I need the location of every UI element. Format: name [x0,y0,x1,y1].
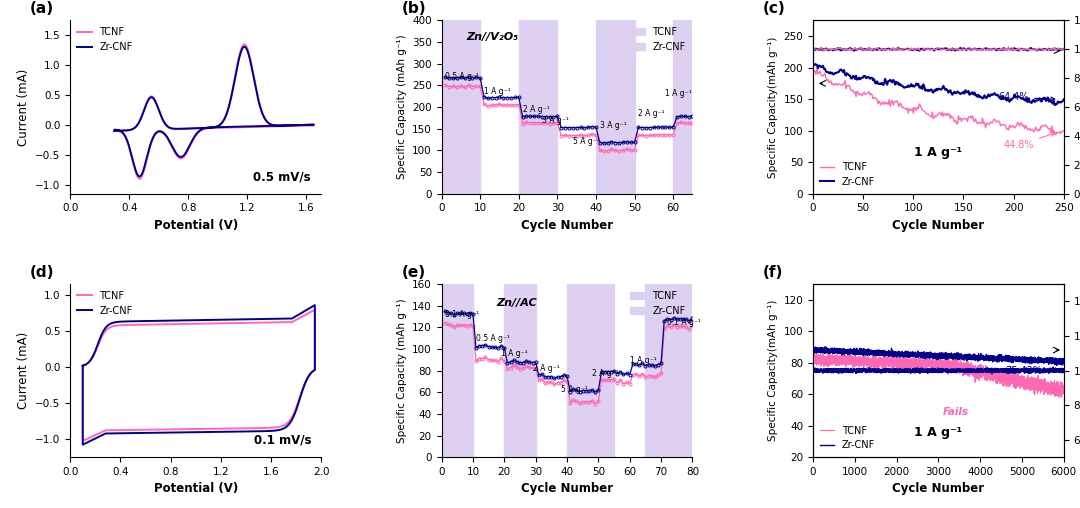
Legend: TCNF, Zr-CNF: TCNF, Zr-CNF [629,25,688,54]
Text: 44.8%: 44.8% [1003,133,1055,150]
Text: 3 A g⁻¹: 3 A g⁻¹ [599,120,626,130]
Text: (e): (e) [402,265,426,280]
Text: 0.1 A g⁻¹: 0.1 A g⁻¹ [445,309,478,319]
Text: 2 A g⁻¹: 2 A g⁻¹ [523,105,550,113]
Text: (b): (b) [402,2,426,16]
Y-axis label: Specific Capacity(mAh g⁻¹): Specific Capacity(mAh g⁻¹) [768,36,778,178]
Text: 75.42%: 75.42% [1005,361,1052,376]
Legend: TCNF, Zr-CNF: TCNF, Zr-CNF [629,289,688,318]
Text: 2 A g⁻¹: 2 A g⁻¹ [532,364,559,373]
Legend: TCNF, Zr-CNF: TCNF, Zr-CNF [76,289,135,318]
Y-axis label: Current (mA): Current (mA) [16,332,29,409]
Bar [646,284,692,457]
Text: 1 A g⁻¹: 1 A g⁻¹ [915,426,962,439]
Bar [673,20,692,194]
Bar [442,20,481,194]
Text: (f): (f) [762,265,783,280]
Text: 64.4%: 64.4% [999,92,1055,103]
Y-axis label: Specific Capacity (mAh g⁻¹): Specific Capacity (mAh g⁻¹) [396,298,406,443]
Text: 0.5 mV/s: 0.5 mV/s [254,170,311,183]
Text: Zn//V₂O₅: Zn//V₂O₅ [467,33,518,43]
Text: 1 A g⁻¹: 1 A g⁻¹ [915,146,962,158]
Text: 2 A g⁻¹: 2 A g⁻¹ [592,369,619,378]
Text: (a): (a) [30,2,54,16]
Text: 3 A g⁻¹: 3 A g⁻¹ [542,116,569,125]
Text: 5 A g⁻¹: 5 A g⁻¹ [572,137,599,146]
Text: 5 A g⁻¹: 5 A g⁻¹ [561,386,588,394]
Text: 1 A g⁻¹: 1 A g⁻¹ [501,348,528,358]
Bar [596,20,635,194]
X-axis label: Cycle Number: Cycle Number [521,483,613,495]
Text: 0.1 mV/s: 0.1 mV/s [254,434,311,447]
Text: (c): (c) [762,2,785,16]
Legend: TCNF, Zr-CNF: TCNF, Zr-CNF [76,25,135,54]
Bar [518,20,557,194]
Bar [442,284,473,457]
Text: 0.1 A g⁻¹: 0.1 A g⁻¹ [667,318,701,327]
Text: (d): (d) [30,265,55,280]
Legend: TCNF, Zr-CNF: TCNF, Zr-CNF [818,160,877,189]
Text: 0.5 A g⁻¹: 0.5 A g⁻¹ [476,334,510,343]
Text: Zn//AC: Zn//AC [497,298,538,308]
Bar [504,284,536,457]
X-axis label: Cycle Number: Cycle Number [892,219,984,232]
X-axis label: Cycle Number: Cycle Number [892,483,984,495]
X-axis label: Potential (V): Potential (V) [153,483,238,495]
Text: 1 A g⁻¹: 1 A g⁻¹ [484,87,511,96]
Y-axis label: Current (mA): Current (mA) [16,69,29,146]
Text: 2 A g⁻¹: 2 A g⁻¹ [638,109,665,118]
Text: Fails: Fails [943,406,969,417]
Text: 0.5 A g⁻¹: 0.5 A g⁻¹ [445,72,480,81]
Y-axis label: Specific Capacity (mAh g⁻¹): Specific Capacity (mAh g⁻¹) [396,35,406,179]
Legend: TCNF, Zr-CNF: TCNF, Zr-CNF [818,424,877,452]
Y-axis label: Specific Capacity(mAh g⁻¹): Specific Capacity(mAh g⁻¹) [768,300,778,441]
X-axis label: Potential (V): Potential (V) [153,219,238,232]
X-axis label: Cycle Number: Cycle Number [521,219,613,232]
Text: 1 A g⁻¹: 1 A g⁻¹ [630,356,657,365]
Bar [567,284,615,457]
Text: 1 A g⁻¹: 1 A g⁻¹ [665,89,692,99]
